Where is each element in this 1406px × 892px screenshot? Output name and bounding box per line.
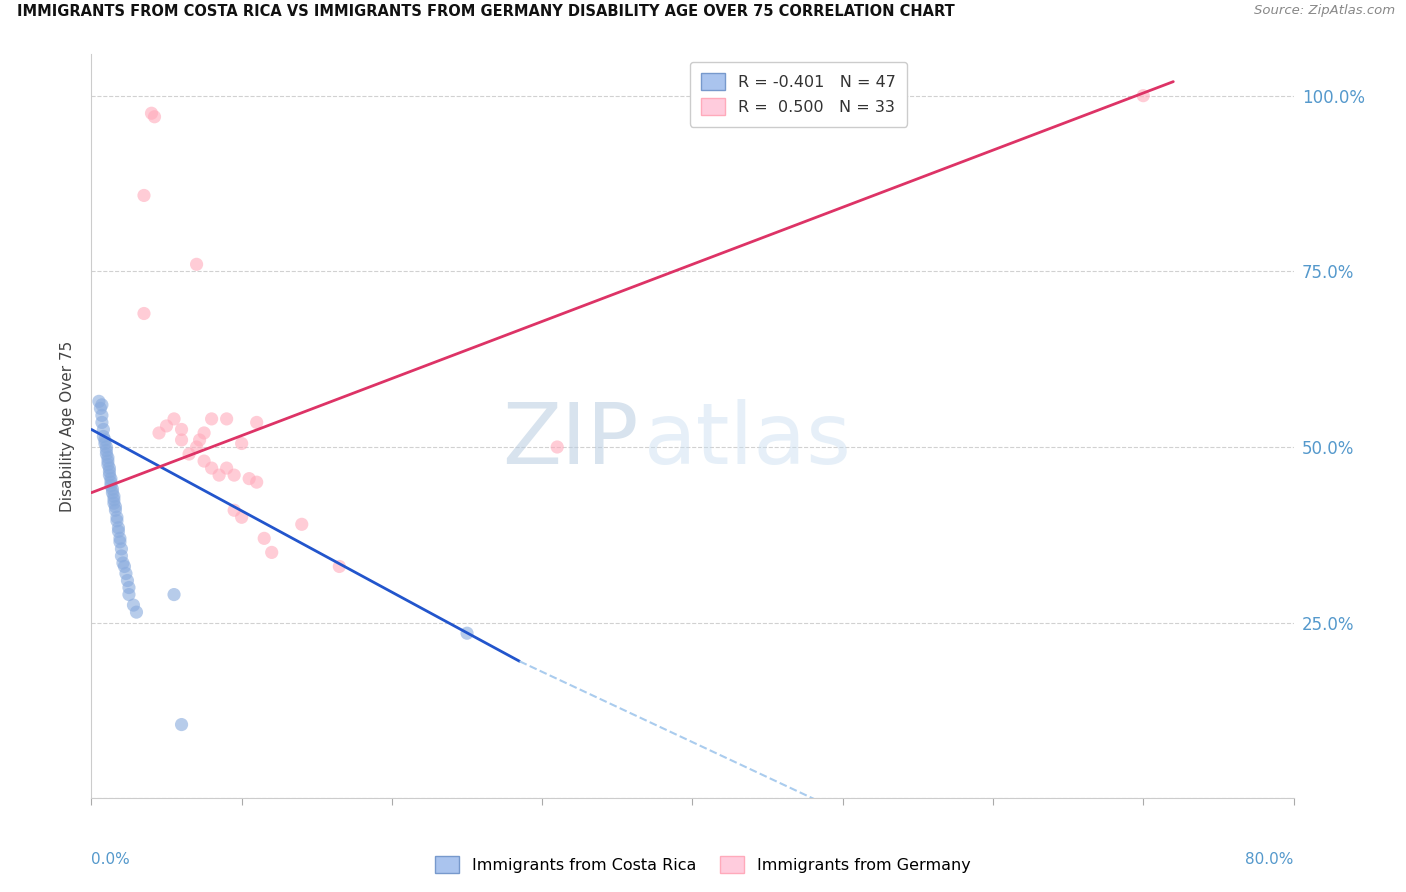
Point xyxy=(100,478,122,492)
Point xyxy=(546,440,568,454)
Point xyxy=(186,257,208,271)
Point xyxy=(1132,88,1154,103)
Point xyxy=(101,485,124,500)
Point xyxy=(110,541,132,556)
Point xyxy=(87,394,110,409)
Point xyxy=(231,510,253,524)
Point xyxy=(110,549,132,563)
Point xyxy=(96,440,118,454)
Point xyxy=(215,412,238,426)
Point xyxy=(93,422,115,436)
Legend: R = -0.401   N = 47, R =  0.500   N = 33: R = -0.401 N = 47, R = 0.500 N = 33 xyxy=(690,62,907,127)
Point xyxy=(107,524,129,539)
Point xyxy=(125,605,148,619)
Point xyxy=(201,412,224,426)
Point xyxy=(122,598,145,612)
Point xyxy=(103,492,125,507)
Point xyxy=(170,717,193,731)
Point xyxy=(163,412,186,426)
Point xyxy=(111,556,134,570)
Point xyxy=(108,534,131,549)
Point xyxy=(100,475,122,490)
Point xyxy=(105,514,128,528)
Point xyxy=(118,581,141,595)
Point xyxy=(456,626,478,640)
Text: Source: ZipAtlas.com: Source: ZipAtlas.com xyxy=(1254,4,1395,18)
Point xyxy=(246,416,269,430)
Text: 80.0%: 80.0% xyxy=(1246,852,1294,867)
Point xyxy=(231,436,253,450)
Point xyxy=(328,559,350,574)
Point xyxy=(96,443,118,458)
Point xyxy=(94,436,117,450)
Point xyxy=(141,106,163,120)
Y-axis label: Disability Age Over 75: Disability Age Over 75 xyxy=(60,341,76,511)
Point xyxy=(193,425,215,440)
Point xyxy=(103,496,125,510)
Text: ZIP: ZIP xyxy=(502,400,638,483)
Point xyxy=(98,461,121,475)
Point xyxy=(215,461,238,475)
Text: 0.0%: 0.0% xyxy=(91,852,131,867)
Point xyxy=(97,454,120,468)
Point xyxy=(89,401,111,416)
Point xyxy=(90,409,112,423)
Point xyxy=(246,475,269,490)
Point xyxy=(224,503,246,517)
Point xyxy=(117,574,139,588)
Point xyxy=(93,429,115,443)
Point xyxy=(118,588,141,602)
Point xyxy=(94,433,117,447)
Point xyxy=(101,482,124,496)
Point xyxy=(97,458,120,472)
Point xyxy=(177,447,200,461)
Point xyxy=(104,500,127,514)
Point xyxy=(115,566,138,581)
Legend: Immigrants from Costa Rica, Immigrants from Germany: Immigrants from Costa Rica, Immigrants f… xyxy=(429,849,977,880)
Point xyxy=(193,454,215,468)
Point xyxy=(98,465,121,479)
Point xyxy=(103,489,125,503)
Point xyxy=(148,425,170,440)
Point xyxy=(108,532,131,546)
Point xyxy=(260,545,283,559)
Point xyxy=(155,419,177,434)
Point xyxy=(132,306,155,320)
Point xyxy=(104,503,127,517)
Point xyxy=(105,510,128,524)
Point xyxy=(170,433,193,447)
Point xyxy=(163,588,186,602)
Point xyxy=(114,559,136,574)
Point xyxy=(291,517,314,532)
Point xyxy=(224,468,246,483)
Point xyxy=(208,468,231,483)
Point xyxy=(253,532,276,546)
Point xyxy=(186,440,208,454)
Text: IMMIGRANTS FROM COSTA RICA VS IMMIGRANTS FROM GERMANY DISABILITY AGE OVER 75 COR: IMMIGRANTS FROM COSTA RICA VS IMMIGRANTS… xyxy=(17,4,955,20)
Point xyxy=(107,521,129,535)
Point xyxy=(188,433,211,447)
Point xyxy=(143,110,166,124)
Point xyxy=(98,468,121,483)
Point xyxy=(132,188,155,202)
Point xyxy=(170,422,193,436)
Text: atlas: atlas xyxy=(644,400,852,483)
Point xyxy=(97,450,120,465)
Point xyxy=(90,398,112,412)
Point xyxy=(90,416,112,430)
Point xyxy=(96,447,118,461)
Point xyxy=(100,472,122,486)
Point xyxy=(238,472,260,486)
Point xyxy=(201,461,224,475)
